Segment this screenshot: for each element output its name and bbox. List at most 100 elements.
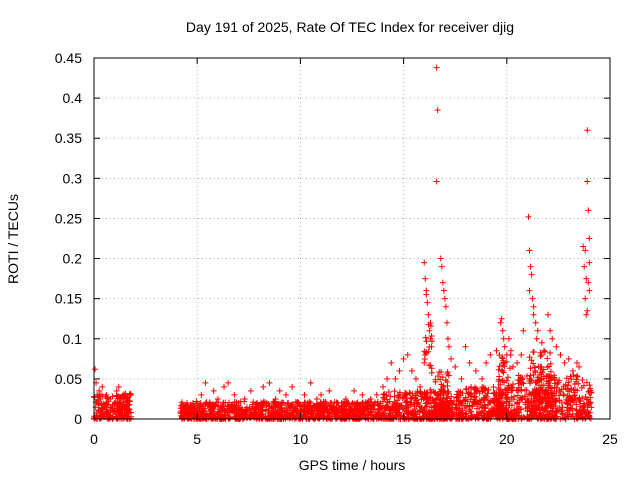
dense-marker — [502, 391, 509, 398]
dense-marker — [193, 398, 200, 405]
dense-marker — [424, 399, 431, 406]
data-point — [573, 359, 580, 366]
dense-marker — [347, 404, 354, 411]
dense-marker — [501, 386, 508, 393]
dense-marker — [428, 369, 435, 376]
data-point — [499, 327, 506, 334]
data-point — [198, 391, 205, 398]
dense-marker — [569, 396, 576, 403]
dense-marker — [285, 399, 292, 406]
dense-marker — [515, 377, 522, 384]
dense-marker — [497, 388, 504, 395]
dense-marker — [195, 408, 202, 415]
data-point — [584, 307, 591, 314]
data-point — [109, 393, 116, 400]
dense-marker — [463, 415, 470, 422]
grid-lines — [94, 58, 610, 419]
data-point — [557, 351, 564, 358]
dense-marker — [571, 392, 578, 399]
data-point — [183, 409, 190, 416]
dense-marker — [444, 378, 451, 385]
data-point — [582, 247, 589, 254]
dense-marker — [573, 415, 580, 422]
dense-marker — [368, 401, 375, 408]
dense-marker — [393, 409, 400, 416]
data-point — [103, 391, 110, 398]
data-point — [318, 391, 325, 398]
dense-marker — [400, 405, 407, 412]
data-point — [235, 399, 242, 406]
dense-marker — [191, 410, 198, 417]
dense-marker — [274, 404, 281, 411]
dense-marker — [565, 379, 572, 386]
data-point — [462, 343, 469, 350]
dense-marker — [184, 411, 191, 418]
data-point — [97, 407, 104, 414]
dense-marker — [474, 411, 481, 418]
dense-marker — [576, 394, 583, 401]
dense-marker — [317, 410, 324, 417]
dense-marker — [485, 409, 492, 416]
dense-marker — [423, 395, 430, 402]
dense-marker — [251, 410, 258, 417]
dense-marker — [421, 404, 428, 411]
dense-marker — [540, 409, 547, 416]
dense-marker — [361, 407, 368, 414]
dense-marker — [385, 389, 392, 396]
dense-marker — [500, 369, 507, 376]
dense-marker — [489, 411, 496, 418]
dense-marker — [365, 405, 372, 412]
dense-marker — [402, 389, 409, 396]
dense-marker — [322, 403, 329, 410]
data-point — [96, 387, 103, 394]
data-point — [452, 363, 459, 370]
dense-marker — [442, 399, 449, 406]
dense-marker — [552, 408, 559, 415]
dense-marker — [399, 395, 406, 402]
dense-marker — [580, 382, 587, 389]
dense-marker — [462, 402, 469, 409]
data-point — [503, 351, 510, 358]
dense-marker — [240, 415, 247, 422]
data-point — [105, 398, 112, 405]
dense-marker — [225, 415, 232, 422]
dense-marker — [499, 360, 506, 367]
data-point — [583, 275, 590, 282]
data-point — [359, 391, 366, 398]
dense-marker — [457, 399, 464, 406]
data-point — [561, 359, 568, 366]
dense-marker — [479, 384, 486, 391]
x-axis-ticks: 0 5 10 15 20 25 — [90, 58, 618, 447]
data-point — [498, 315, 505, 322]
dense-marker — [537, 353, 544, 360]
dense-marker — [496, 373, 503, 380]
data-point — [442, 303, 449, 310]
dense-marker — [427, 386, 434, 393]
x-tick-label: 15 — [396, 431, 412, 447]
dense-marker — [473, 405, 480, 412]
data-point — [94, 391, 101, 398]
dense-marker — [315, 405, 322, 412]
data-point — [422, 275, 429, 282]
dense-marker — [508, 410, 515, 417]
dense-marker — [407, 400, 414, 407]
dense-marker — [417, 390, 424, 397]
dense-marker — [293, 405, 300, 412]
x-axis-label: GPS time / hours — [299, 457, 406, 473]
dense-marker — [114, 403, 121, 410]
dense-marker — [309, 408, 316, 415]
dense-marker — [564, 407, 571, 414]
data-point — [423, 291, 430, 298]
dense-marker — [553, 407, 560, 414]
y-tick-label: 0.45 — [55, 50, 82, 66]
dense-marker — [236, 408, 243, 415]
dense-marker — [495, 378, 502, 385]
data-point — [124, 399, 131, 406]
data-point — [540, 347, 547, 354]
data-point — [373, 391, 380, 398]
dense-marker — [468, 408, 475, 415]
dense-marker — [532, 390, 539, 397]
data-point — [117, 395, 124, 402]
data-point — [379, 383, 386, 390]
dense-marker — [405, 404, 412, 411]
